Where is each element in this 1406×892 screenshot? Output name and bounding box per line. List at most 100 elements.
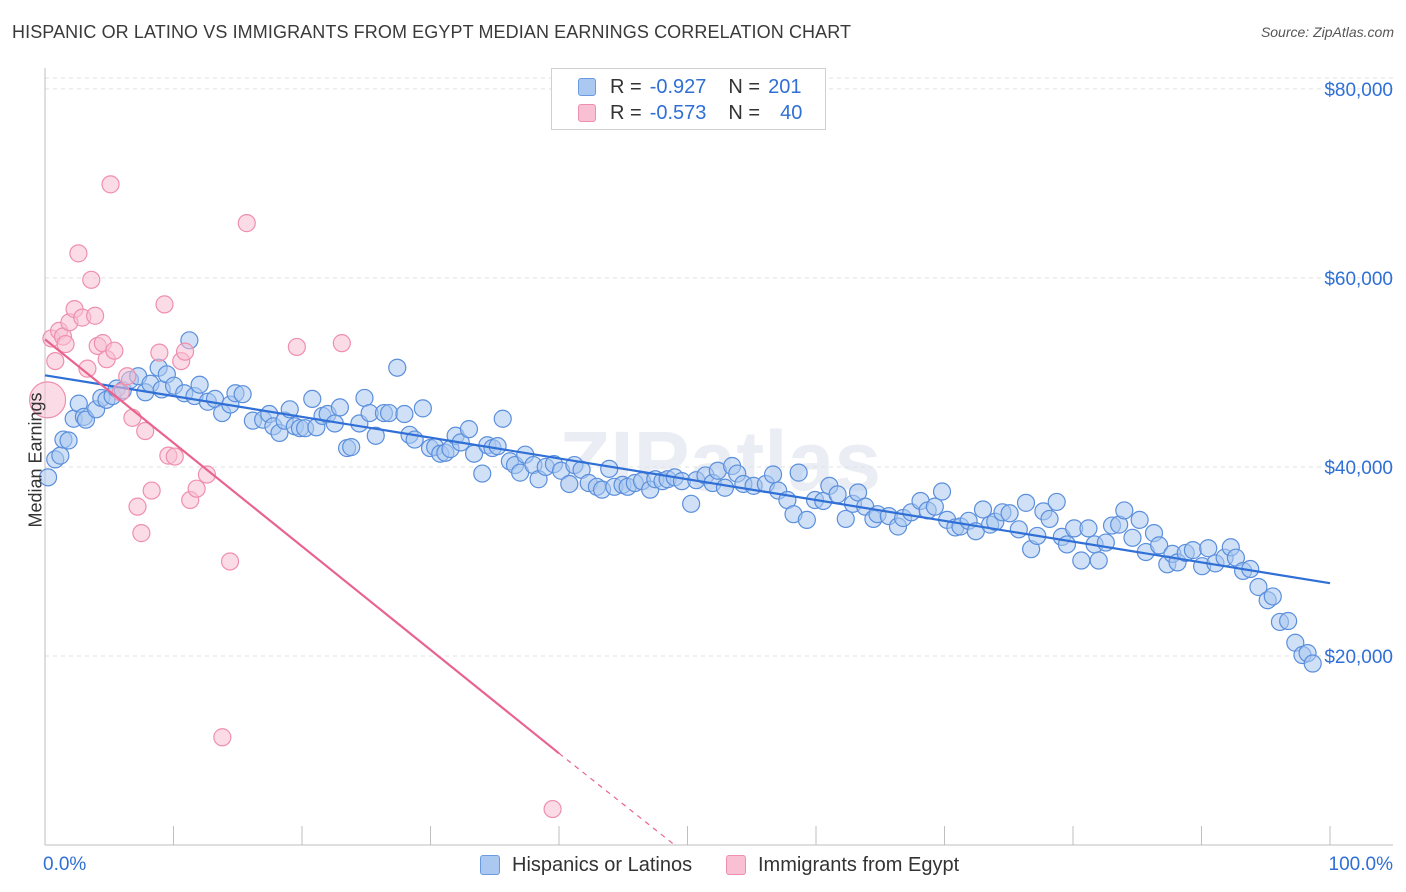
data-point-hispanic (388, 358, 407, 377)
data-point-hispanic (493, 409, 512, 428)
data-point-hispanic (560, 474, 579, 494)
data-point-hispanic (1123, 528, 1142, 547)
legend-item-egypt[interactable]: Immigrants from Egypt (726, 852, 959, 878)
data-point-hispanic (459, 420, 479, 439)
trendline-hispanic (44, 374, 1331, 585)
data-point-egypt (220, 552, 240, 571)
data-point-egypt (213, 728, 232, 747)
r-value: -0.927 (649, 75, 707, 98)
legend-swatch-hispanic (480, 855, 500, 875)
y-axis-label: Median Earnings (25, 392, 46, 528)
n-label: N = (728, 75, 761, 98)
data-point-hispanic (1183, 541, 1203, 560)
data-point-egypt (111, 383, 130, 402)
data-point-hispanic (1115, 501, 1134, 520)
data-point-hispanic (413, 399, 432, 418)
correlation-legend: R = -0.927 N = 201 R = -0.573 N = 40 (551, 68, 826, 130)
data-point-hispanic (1199, 539, 1218, 558)
legend-label-egypt: Immigrants from Egypt (758, 853, 960, 876)
data-point-egypt (175, 342, 195, 361)
data-point-egypt (187, 479, 206, 498)
data-point-hispanic (973, 500, 993, 519)
data-point-egypt (287, 337, 306, 357)
data-point-hispanic (355, 388, 374, 408)
data-point-hispanic (473, 464, 492, 483)
legend-row-hispanic: R = -0.927 N = 201 (578, 74, 801, 100)
legend-swatch-hispanic (578, 78, 596, 96)
data-point-egypt (46, 351, 65, 371)
data-point-egypt (332, 334, 351, 353)
data-point-egypt (136, 421, 155, 441)
chart-title: HISPANIC OR LATINO VS IMMIGRANTS FROM EG… (12, 22, 852, 42)
data-point-egypt (165, 447, 184, 466)
legend-label-hispanic: Hispanics or Latinos (512, 853, 693, 876)
data-point-hispanic (925, 497, 944, 516)
data-point-hispanic (488, 437, 507, 456)
legend-swatch-egypt (726, 855, 746, 875)
data-point-hispanic (828, 485, 847, 504)
data-point-hispanic (1089, 551, 1108, 570)
data-point-hispanic (1016, 493, 1036, 512)
trendline-egypt-extension (558, 752, 676, 846)
r-label: R = (610, 75, 642, 98)
r-label: R = (610, 101, 642, 124)
data-point-hispanic (366, 426, 385, 445)
x-tick-label: 0.0% (43, 854, 86, 875)
data-point-hispanic (1303, 654, 1322, 673)
data-point-hispanic (789, 463, 808, 482)
data-point-hispanic (379, 403, 399, 423)
data-point-hispanic (682, 494, 701, 513)
data-point-hispanic (1000, 504, 1019, 523)
data-point-hispanic (1040, 509, 1059, 529)
y-tick-label: $20,000 (1324, 647, 1393, 668)
data-point-hispanic (763, 465, 783, 484)
data-point-egypt (105, 341, 124, 360)
data-point-hispanic (303, 389, 322, 409)
data-point-egypt (543, 799, 562, 819)
chart-source: Source: ZipAtlas.com (1260, 24, 1394, 40)
y-tick-label: $80,000 (1324, 80, 1393, 101)
data-point-hispanic (1279, 611, 1298, 631)
data-point-hispanic (1009, 520, 1028, 539)
data-point-hispanic (395, 404, 414, 424)
data-point-egypt (155, 295, 174, 314)
legend-row-egypt: R = -0.573 N = 40 (578, 100, 802, 126)
data-point-hispanic (848, 483, 868, 502)
data-point-hispanic (1079, 519, 1098, 538)
data-point-hispanic (1047, 492, 1066, 512)
legend-swatch-egypt (578, 104, 596, 122)
data-point-egypt (132, 524, 151, 543)
data-point-egypt (82, 270, 101, 289)
data-point-hispanic (51, 446, 70, 465)
legend-item-hispanic[interactable]: Hispanics or Latinos (480, 852, 692, 878)
data-point-egypt (78, 359, 97, 378)
data-point-egypt (69, 244, 88, 263)
data-point-hispanic (1130, 510, 1149, 529)
data-point-hispanic (797, 510, 816, 529)
data-point-egypt (123, 408, 142, 427)
data-point-egypt (197, 465, 217, 484)
data-point-hispanic (1263, 587, 1282, 606)
r-value: -0.573 (649, 101, 707, 124)
data-point-hispanic (600, 459, 619, 478)
y-tick-label: $60,000 (1324, 269, 1393, 290)
data-point-hispanic (836, 509, 855, 529)
data-point-hispanic (233, 385, 252, 404)
n-value: 40 (780, 101, 803, 124)
data-point-hispanic (715, 478, 735, 497)
data-point-egypt (28, 381, 67, 419)
data-point-hispanic (1249, 577, 1268, 597)
x-tick-label: 100.0% (1329, 854, 1394, 875)
y-tick-label: $40,000 (1324, 458, 1393, 479)
data-point-hispanic (190, 375, 209, 394)
data-point-hispanic (1150, 536, 1169, 555)
data-point-hispanic (1057, 535, 1077, 554)
data-point-hispanic (342, 438, 361, 457)
data-point-egypt (142, 481, 161, 500)
data-point-hispanic (1072, 551, 1091, 570)
data-point-egypt (56, 334, 75, 354)
trendline-egypt (44, 338, 560, 755)
data-point-egypt (128, 497, 147, 516)
n-label: N = (728, 101, 761, 124)
